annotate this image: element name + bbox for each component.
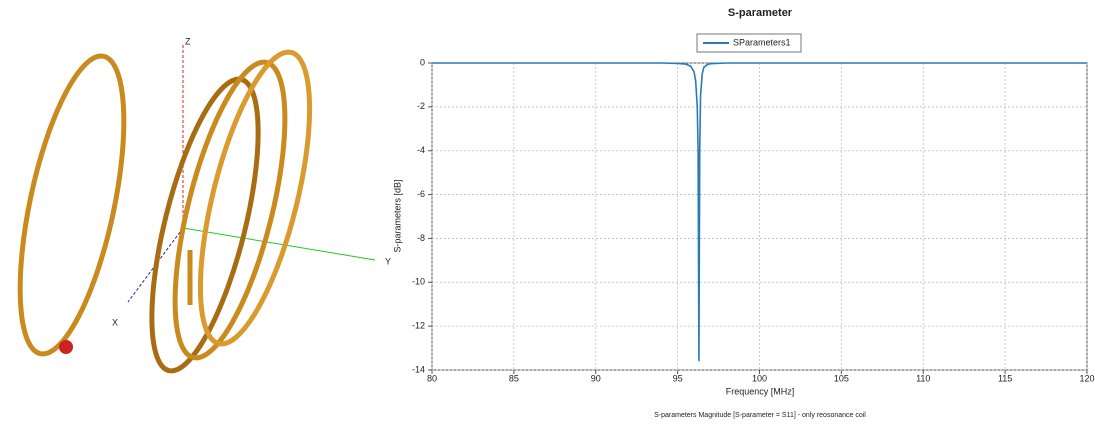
x-axis-title: Frequency [MHz] [726, 386, 795, 396]
page: Z Y X S-parameter Frequency [MHz] S-para… [0, 0, 1095, 428]
legend-label: SParameters1 [733, 37, 791, 47]
x-tick-label: 110 [916, 373, 930, 383]
y-tick-label: -6 [417, 189, 425, 199]
loop [0, 48, 145, 363]
x-tick-label: 100 [752, 373, 767, 383]
coil-view: Z Y X [0, 36, 391, 380]
port [59, 340, 73, 354]
y-axis [183, 228, 375, 260]
y-tick-label: -14 [412, 364, 425, 374]
y-tick-label: -10 [412, 277, 425, 287]
coil-turn [152, 52, 307, 367]
x-tick-label: 90 [591, 373, 601, 383]
x-tick-label: 80 [427, 373, 437, 383]
x-tick-label: 120 [1079, 373, 1094, 383]
axis-label: X [112, 317, 118, 327]
axis-label: Z [185, 36, 191, 46]
caption: S-parameters Magnitude [S-parameter = S1… [654, 412, 866, 419]
x-tick-label: 95 [673, 373, 683, 383]
chart-title: S-parameter [728, 7, 793, 19]
x-tick-label: 115 [998, 373, 1012, 383]
coil-turn [178, 42, 332, 353]
y-tick-label: -12 [412, 321, 425, 331]
x-tick-label: 105 [834, 373, 849, 383]
y-tick-label: -2 [417, 101, 425, 111]
y-tick-label: -4 [417, 145, 425, 155]
y-tick-label: 0 [420, 57, 425, 67]
y-tick-label: -8 [417, 233, 425, 243]
x-tick-label: 85 [509, 373, 519, 383]
axis-label: Y [385, 256, 391, 266]
y-axis-title: S-parameters [dB] [392, 179, 402, 252]
figure: Z Y X S-parameter Frequency [MHz] S-para… [0, 0, 1095, 428]
